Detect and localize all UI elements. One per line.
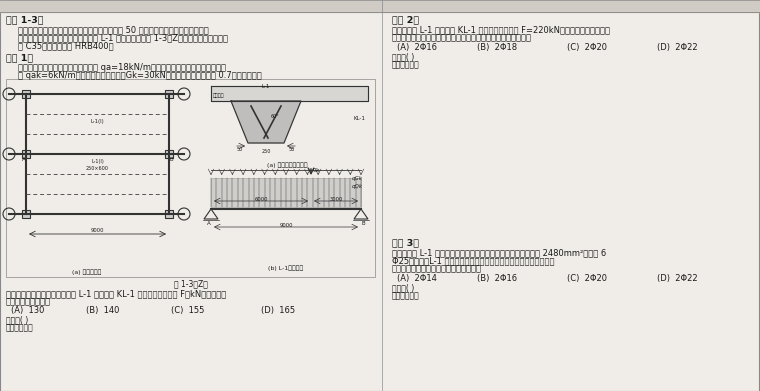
Text: 某办公楼为现浇混凝土框架结构，设计使用年限 50 年，安全等级为二级，其二层局: 某办公楼为现浇混凝土框架结构，设计使用年限 50 年，安全等级为二级，其二层局 [18,25,209,34]
Text: 9000: 9000 [90,228,104,233]
Text: 50: 50 [237,147,243,152]
Text: 假定，次梁 L-1 跨中下部纵向受力钢筋按计算所需的截面面积为 2480mm²，实配 6: 假定，次梁 L-1 跨中下部纵向受力钢筋按计算所需的截面面积为 2480mm²，… [392,248,606,257]
Text: B: B [361,221,365,226]
Text: Φ25，试问，L-1 支座上部的纵向钢筋，至少应采用下列何项配置？: Φ25，试问，L-1 支座上部的纵向钢筋，至少应采用下列何项配置？ [392,256,555,265]
Bar [0,0,760,12]
Bar [211,178,361,207]
Text: 【题 1-3】: 【题 1-3】 [6,15,43,24]
Text: 主要解题过程: 主要解题过程 [392,60,420,69]
Text: 【题 3】: 【题 3】 [392,238,419,247]
Polygon shape [231,101,301,143]
Text: 假定，次梁 L-1 传给主梁 KL-1 的集中荷载设计值 F=220kN，且该集中荷载全部由: 假定，次梁 L-1 传给主梁 KL-1 的集中荷载设计值 F=220kN，且该集… [392,25,610,34]
Text: qQk: qQk [352,184,363,189]
Text: 3000: 3000 [329,197,343,202]
Text: L-1(I): L-1(I) [90,118,104,124]
Text: 部平面图、主次梁节点示意图和次梁 L-1 的计算简图如图 1-3（Z）所示，混凝土强度等: 部平面图、主次梁节点示意图和次梁 L-1 的计算简图如图 1-3（Z）所示，混凝… [18,33,228,42]
Text: 250: 250 [261,149,271,154]
Text: 级 C35，钢筋均采用 HRB400。: 级 C35，钢筋均采用 HRB400。 [18,41,114,50]
Text: 50: 50 [289,147,295,152]
Bar [165,210,173,218]
Text: 9000: 9000 [279,223,293,228]
Text: 60°: 60° [271,113,280,118]
Text: 何项数值最为接近？: 何项数值最为接近？ [6,297,51,306]
Text: L-1(I): L-1(I) [91,159,104,164]
Text: qGk: qGk [352,176,363,181]
Text: (A)  130: (A) 130 [11,306,44,315]
Text: 答案：( ): 答案：( ) [392,283,414,292]
Text: 答案：( ): 答案：( ) [6,315,28,324]
Text: 答案：( ): 答案：( ) [392,52,414,61]
Text: 假定，次梁上的永久均布荷载标准值 qa=18kN/m（包括自重），可变均布荷载标准: 假定，次梁上的永久均布荷载标准值 qa=18kN/m（包括自重），可变均布荷载标… [18,63,226,72]
Polygon shape [211,86,368,101]
Text: (D)  165: (D) 165 [261,306,295,315]
Bar [6,79,375,277]
Text: L-1: L-1 [261,84,271,89]
Text: 250×600: 250×600 [86,166,109,171]
Text: (A)  2Φ16: (A) 2Φ16 [397,43,437,52]
Text: 【问 1】: 【问 1】 [6,53,33,62]
Text: 主要解题过程: 主要解题过程 [392,291,420,300]
Text: 图 1-3（Z）: 图 1-3（Z） [173,279,207,288]
Text: 附加吊筋承担。试问，附加吊筋的配置选用下列何项最为合适？: 附加吊筋承担。试问，附加吊筋的配置选用下列何项最为合适？ [392,33,532,42]
Text: A: A [22,157,26,162]
Text: (B)  2Φ16: (B) 2Φ16 [477,274,517,283]
Text: (a) 局部平面图: (a) 局部平面图 [71,269,101,274]
Text: 主要解题过程: 主要解题过程 [6,323,33,332]
Text: (C)  155: (C) 155 [171,306,204,315]
Text: (C)  2Φ20: (C) 2Φ20 [567,43,607,52]
Bar [22,210,30,218]
Text: (B)  2Φ18: (B) 2Φ18 [477,43,517,52]
Text: 值 qak=6kN/m，永久集中荷载标准值Gk=30kN，可变荷载组合值系数 0.7。试问，当不: 值 qak=6kN/m，永久集中荷载标准值Gk=30kN，可变荷载组合值系数 0… [18,71,261,80]
Text: 【题 2】: 【题 2】 [392,15,419,24]
Text: (B)  140: (B) 140 [86,306,119,315]
Text: A: A [207,221,211,226]
Bar [22,90,30,98]
Text: Gk: Gk [313,168,321,173]
Text: 6000: 6000 [255,197,268,202]
Text: 附加钢筋: 附加钢筋 [213,93,224,97]
Bar [22,150,30,158]
Bar [165,150,173,158]
Bar [165,90,173,98]
Text: 考虑楼面活载折减系数时，次梁 L-1 传给主梁 KL-1 的集中荷载设计值 F（kN），与下列: 考虑楼面活载折减系数时，次梁 L-1 传给主梁 KL-1 的集中荷载设计值 F（… [6,289,226,298]
Text: B: B [169,157,173,162]
Text: (D)  2Φ22: (D) 2Φ22 [657,43,698,52]
Text: (A)  2Φ14: (A) 2Φ14 [397,274,437,283]
Text: (D)  2Φ22: (D) 2Φ22 [657,274,698,283]
Text: 提示：梁顶钢筋在主梁内满足锚固要求。: 提示：梁顶钢筋在主梁内满足锚固要求。 [392,264,482,273]
Text: KL-1: KL-1 [353,117,365,122]
Text: (C)  2Φ20: (C) 2Φ20 [567,274,607,283]
Text: (a) 主次梁节点示意图: (a) 主次梁节点示意图 [267,162,307,168]
Text: (b) L-1计算简图: (b) L-1计算简图 [268,265,304,271]
